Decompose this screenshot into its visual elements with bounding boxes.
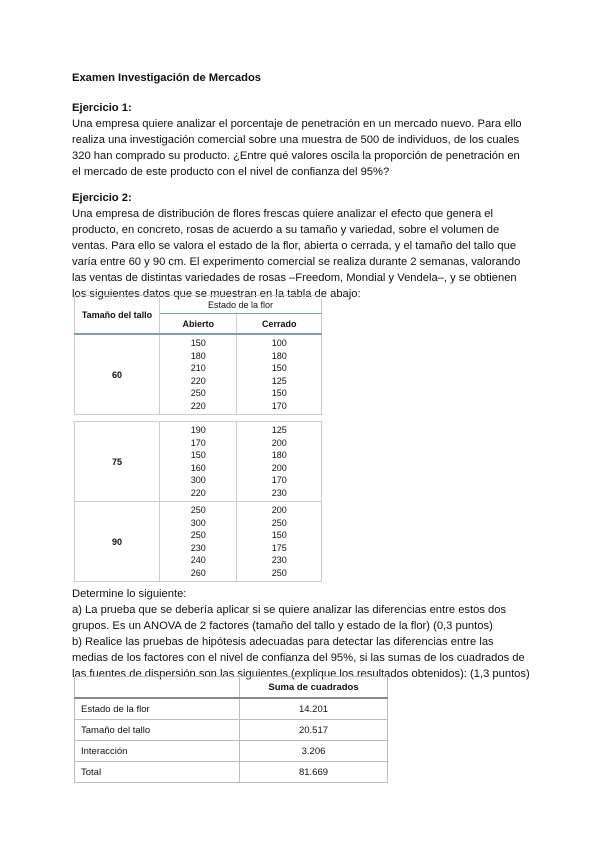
value: 250 [190, 388, 206, 398]
text-line: Una empresa quiere analizar el porcentaj… [72, 118, 522, 130]
value: 200 [271, 462, 287, 473]
value: 240 [190, 555, 206, 565]
value: 220 [190, 487, 206, 498]
text-line: el mercado de este producto con el nivel… [72, 166, 390, 178]
table-row: Estado de la flor 14.201 [74, 697, 388, 720]
table-row: Tamaño del tallo 20.517 [74, 719, 388, 741]
text-line: realiza una investigación comercial sobr… [72, 134, 520, 146]
text-line: 320 han comprado su producto. ¿Entre qué… [72, 150, 520, 162]
open-values-cell: 250 300 250 230 240 260 [158, 501, 238, 582]
value: 300 [190, 517, 206, 528]
size-cell: 60 [74, 334, 160, 415]
open-values-cell: 190 170 150 160 300 220 [158, 421, 238, 502]
col-size-header: Tamaño del tallo [74, 295, 160, 335]
value: 170 [190, 437, 206, 448]
text-line: medias de los factores con el nivel de c… [72, 652, 525, 664]
table-row: Interacción 3.206 [74, 740, 388, 762]
value: 160 [190, 462, 206, 473]
value: 150 [271, 363, 287, 373]
value: 150 [190, 450, 206, 460]
value: 250 [190, 505, 206, 515]
value: 100 [271, 338, 287, 348]
value: 220 [190, 375, 206, 386]
row-value: 3.206 [239, 740, 388, 762]
value: 250 [271, 517, 287, 528]
text-line: ventas. Para ello se valora el estado de… [72, 240, 517, 252]
value: 190 [190, 425, 206, 435]
row-label: Estado de la flor [74, 697, 240, 720]
row-value: 20.517 [239, 719, 388, 741]
value: 125 [271, 375, 287, 386]
flower-sales-table: Tamaño del tallo Estado de la flor Abier… [74, 295, 322, 582]
closed-values-cell: 100 180 150 125 150 170 [236, 334, 322, 415]
value: 180 [271, 450, 287, 460]
col-closed-header: Cerrado [236, 313, 322, 335]
value: 210 [190, 363, 206, 373]
empty-header-cell [74, 676, 240, 699]
value: 180 [271, 350, 287, 361]
value: 230 [271, 555, 287, 565]
value: 170 [271, 400, 287, 411]
row-value: 14.201 [239, 697, 388, 720]
size-cell: 90 [74, 501, 160, 582]
value: 175 [271, 542, 287, 553]
value: 230 [271, 487, 287, 498]
table-row: Total 81.669 [74, 761, 388, 783]
value: 170 [271, 475, 287, 485]
table-row-group: 60 150 180 210 220 250 220 100 180 150 125 150 170 [74, 334, 322, 415]
row-label: Tamaño del tallo [74, 719, 240, 741]
closed-values-cell: 125 200 180 200 170 230 [236, 421, 322, 502]
row-label: Total [74, 761, 240, 783]
col-open-header: Abierto [159, 313, 238, 335]
table-row-group: 75 190 170 150 160 300 220 125 200 180 200 170 230 [74, 421, 322, 502]
value: 230 [190, 542, 206, 553]
exercise-2-text: Una empresa de distribución de flores fr… [72, 206, 542, 302]
text-line: b) Realice las pruebas de hipótesis adec… [72, 636, 494, 648]
value: 250 [190, 530, 206, 540]
text-line: grupos. Es un ANOVA de 2 factores (tamañ… [72, 620, 493, 632]
row-label: Interacción [74, 740, 240, 762]
sum-of-squares-table: Suma de cuadrados Estado de la flor 14.20… [74, 676, 388, 783]
value: 150 [271, 388, 287, 398]
group-header: Estado de la flor [159, 295, 322, 314]
value: 200 [271, 505, 287, 515]
exercise-1-text: Una empresa quiere analizar el porcentaj… [72, 116, 542, 180]
text-line: producto, en concreto, rosas de acuerdo … [72, 224, 500, 236]
table-gap [74, 414, 322, 422]
value: 150 [271, 530, 287, 540]
exercise-2-heading: Ejercicio 2: [72, 192, 132, 204]
open-values-cell: 150 180 210 220 250 220 [158, 334, 238, 415]
questions-text: Determine lo siguiente: a) La prueba que… [72, 586, 542, 682]
text-line: a) La prueba que se debería aplicar si s… [72, 604, 507, 616]
text-line: varía entre 60 y 90 cm. El experimento c… [72, 256, 521, 268]
value: 150 [190, 338, 206, 348]
sum-of-squares-header: Suma de cuadrados [239, 676, 388, 699]
value: 260 [190, 567, 206, 578]
row-value: 81.669 [239, 761, 388, 783]
closed-values-cell: 200 250 150 175 230 250 [236, 501, 322, 582]
value: 300 [190, 475, 206, 485]
table-row-group: 90 250 300 250 230 240 260 200 250 150 175 230 250 [74, 501, 322, 582]
value: 220 [190, 400, 206, 411]
text-line: las ventas de distintas variedades de ro… [72, 272, 517, 284]
text-line: Determine lo siguiente: [72, 588, 187, 600]
value: 250 [271, 567, 287, 578]
value: 200 [271, 437, 287, 448]
size-cell: 75 [74, 421, 160, 502]
document-title: Examen Investigación de Mercados [72, 72, 262, 84]
exercise-1-heading: Ejercicio 1: [72, 102, 132, 114]
value: 125 [271, 425, 287, 435]
text-line: Una empresa de distribución de flores fr… [72, 208, 494, 220]
value: 180 [190, 350, 206, 361]
